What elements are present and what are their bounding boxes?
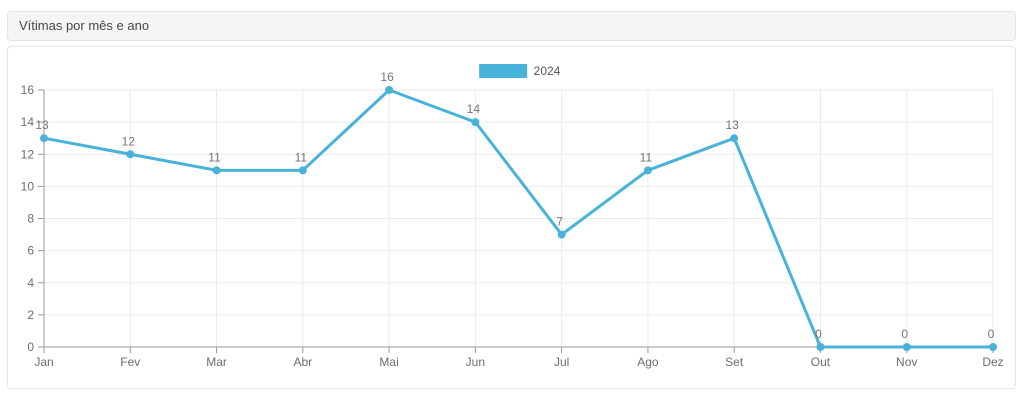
x-tick-label: Jun — [466, 355, 485, 369]
point-label-Mai: 16 — [380, 70, 394, 84]
point-label-Set: 13 — [726, 118, 740, 132]
legend-swatch-icon — [478, 64, 527, 78]
legend-item-2024[interactable]: 2024 — [478, 64, 561, 78]
point-label-Ago: 11 — [640, 150, 653, 164]
data-point-Mar[interactable] — [212, 166, 221, 175]
x-tick-label: Dez — [982, 355, 1003, 369]
data-point-Jul[interactable] — [557, 230, 566, 239]
point-label-Jun: 14 — [467, 102, 481, 116]
y-tick-label: 16 — [21, 83, 35, 97]
data-point-Dez[interactable] — [989, 343, 997, 351]
data-point-Jan[interactable] — [40, 134, 48, 143]
data-point-Fev[interactable] — [126, 150, 135, 159]
y-tick-label: 0 — [27, 340, 34, 354]
data-point-Out[interactable] — [816, 343, 825, 351]
point-label-Dez: 0 — [988, 327, 995, 341]
data-point-Jun[interactable] — [471, 118, 480, 127]
series-line-2024 — [42, 88, 995, 349]
x-tick-label: Out — [811, 355, 831, 369]
data-point-Set[interactable] — [730, 134, 739, 143]
data-point-Nov[interactable] — [902, 343, 911, 351]
x-tick-label: Mai — [379, 355, 398, 369]
chart-panel-heading: Vítimas por mês e ano — [7, 11, 1016, 41]
x-tick-label: Jan — [34, 355, 53, 369]
x-tick-label: Fev — [120, 355, 140, 369]
y-tick-label: 8 — [27, 212, 34, 226]
point-label-Jul: 7 — [556, 215, 563, 229]
chart-title: Vítimas por mês e ano — [19, 18, 150, 33]
y-tick-label: 10 — [21, 179, 35, 193]
point-label-Fev: 12 — [122, 134, 136, 148]
point-label-Abr: 11 — [295, 150, 308, 164]
x-tick-label: Abr — [293, 355, 312, 369]
point-label-Jan: 13 — [35, 118, 49, 132]
data-point-Mai[interactable] — [385, 86, 394, 94]
x-tick-label: Mar — [206, 355, 227, 369]
y-tick-label: 14 — [21, 115, 35, 129]
point-label-Out: 0 — [815, 327, 822, 341]
data-point-Abr[interactable] — [298, 166, 307, 175]
legend-label: 2024 — [533, 64, 561, 78]
x-tick-label: Ago — [637, 355, 659, 369]
y-tick-label: 2 — [27, 308, 34, 322]
point-label-Mar: 11 — [208, 150, 221, 164]
line-chart-victims-by-month[interactable]: 0 2 4 6 8 10 12 14 16 Jan Fev Mar Abr Mai Jun Jul Ago Set… — [8, 47, 1015, 388]
x-tick-label: Set — [725, 355, 744, 369]
y-tick-label: 6 — [27, 244, 34, 258]
x-tick-label: Jul — [554, 355, 569, 369]
point-label-Nov: 0 — [901, 327, 908, 341]
y-tick-label: 12 — [21, 147, 35, 161]
chart-panel-body: 2024 0 2 4 6 8 10 12 14 16 Jan Fev Mar Abr Mai Jun Jul A… — [7, 46, 1016, 389]
x-tick-label: Nov — [896, 355, 917, 369]
data-point-Ago[interactable] — [643, 166, 652, 175]
y-tick-label: 4 — [27, 276, 34, 290]
